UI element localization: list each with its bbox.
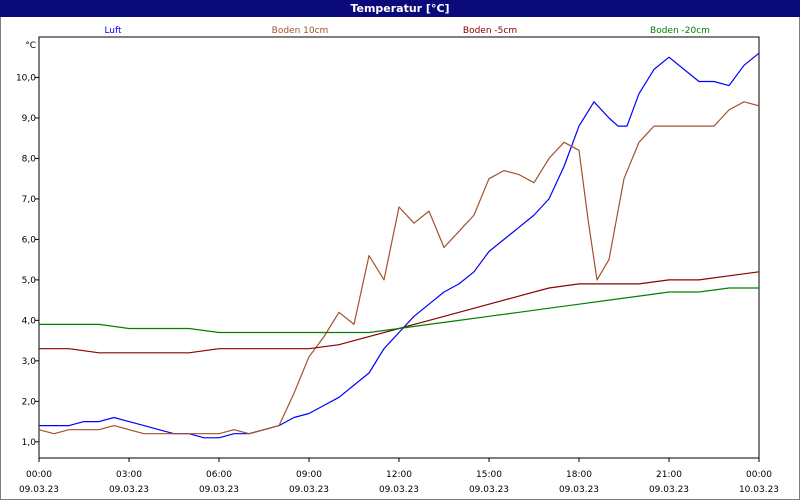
x-tick-label-time: 00:00: [746, 470, 772, 480]
y-tick-label: 6,0: [22, 235, 37, 245]
y-tick-label: 3,0: [22, 357, 37, 367]
y-axis-unit-label: °C: [25, 41, 36, 51]
x-tick-label-date: 09.03.23: [199, 485, 239, 495]
legend-entry: Boden 10cm: [272, 26, 329, 36]
legend-entry: Boden -5cm: [463, 26, 517, 36]
chart-title: Temperatur [°C]: [0, 0, 800, 17]
x-tick-label-date: 09.03.23: [109, 485, 149, 495]
plot-area: [38, 36, 760, 459]
x-tick-label-time: 21:00: [656, 470, 682, 480]
x-tick-label-date: 09.03.23: [379, 485, 419, 495]
x-tick-label-date: 09.03.23: [19, 485, 59, 495]
x-tick-label-time: 09:00: [296, 470, 322, 480]
x-tick-label-time: 12:00: [386, 470, 412, 480]
x-tick-label-date: 09.03.23: [559, 485, 599, 495]
legend: Luft Boden 10cm Boden -5cm Boden -20cm: [104, 26, 710, 36]
x-tick-label-time: 15:00: [476, 470, 502, 480]
series-lines: [38, 52, 760, 439]
y-tick-label: 4,0: [22, 316, 37, 326]
x-tick-label-time: 00:00: [26, 470, 52, 480]
y-tick-label: 7,0: [22, 195, 37, 205]
y-tick-label: 8,0: [22, 154, 37, 164]
series-line-1: [38, 101, 760, 435]
x-tick-label-date: 09.03.23: [649, 485, 689, 495]
y-tick-label: 9,0: [22, 114, 37, 124]
legend-entry: Luft: [104, 26, 122, 36]
y-tick-label: 5,0: [22, 276, 37, 286]
x-tick-label-date: 09.03.23: [289, 485, 329, 495]
y-tick-label: 2,0: [22, 397, 37, 407]
x-tick-label-time: 18:00: [566, 470, 592, 480]
x-tick-label-date: 09.03.23: [469, 485, 509, 495]
x-tick-label-time: 03:00: [116, 470, 142, 480]
axes: 00:00 09.03.23 03:00 09.03.23 06:00 09.03.23 0…: [16, 36, 779, 495]
x-tick-label-time: 06:00: [206, 470, 232, 480]
y-tick-label: 1,0: [22, 438, 37, 448]
y-tick-label: 10,0: [16, 73, 36, 83]
series-line-0: [39, 52, 760, 439]
x-tick-label-date: 10.03.23: [739, 485, 779, 495]
legend-entry: Boden -20cm: [650, 26, 710, 36]
series-line-3: [39, 287, 759, 334]
